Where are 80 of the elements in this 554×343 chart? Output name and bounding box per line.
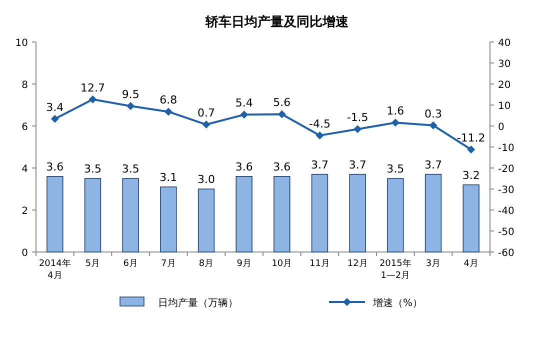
y2-tick-label: 20 [498, 80, 511, 91]
data-label: 0.3 [424, 107, 442, 120]
data-label: 3.7 [311, 158, 328, 172]
x-tick-label: 7月 [161, 259, 176, 269]
y2-tick-label: -30 [498, 185, 514, 196]
data-label: 9.5 [122, 88, 140, 102]
legend-label: 日均产量（万辆） [158, 297, 238, 309]
bar [274, 176, 290, 252]
point [278, 110, 286, 118]
y2-tick-label: 0 [498, 122, 504, 133]
y-tick-label: 2 [22, 206, 28, 217]
data-label: -4.5 [309, 117, 330, 130]
data-label: 0.7 [198, 106, 215, 120]
point [316, 131, 324, 140]
y2-tick-label: -10 [498, 143, 514, 154]
x-tick-label: 4月 [464, 259, 478, 269]
bar [122, 178, 139, 252]
x-tick-label: 2014年 4月 [38, 258, 71, 281]
point [202, 120, 210, 129]
data-label: 6.8 [160, 94, 178, 107]
data-label: -11.2 [456, 132, 486, 145]
bar [160, 186, 177, 252]
x-tick-label: 6月 [123, 259, 138, 269]
bar [84, 178, 102, 252]
data-label: 3.6 [273, 160, 291, 174]
x-tick-label: 9月 [236, 259, 252, 269]
data-label: 3.5 [386, 162, 404, 176]
point [429, 121, 438, 130]
data-label: 3.5 [122, 162, 140, 176]
x-tick-label: 10月 [272, 259, 292, 269]
point [126, 102, 135, 110]
x-tick-label: 5月 [85, 259, 100, 269]
data-label: 3.6 [46, 160, 64, 174]
point [88, 95, 97, 104]
data-label: 3.5 [84, 162, 102, 176]
data-label: 3.4 [46, 100, 64, 114]
legend-label: 增速（%） [372, 297, 423, 309]
data-label: 3.6 [235, 160, 253, 174]
point [467, 146, 476, 154]
data-label: 3.7 [424, 158, 442, 172]
chart-title: 轿车日均产量及同比增速 [204, 14, 350, 30]
x-tick-label: 2015年 1—2月 [379, 258, 412, 281]
y-tick-label: 4 [22, 164, 28, 175]
point [164, 108, 172, 116]
data-label: 3.2 [462, 168, 480, 182]
y-tick-label: 8 [22, 80, 28, 91]
bar [198, 188, 215, 252]
data-label: 3.1 [160, 170, 178, 184]
y2-tick-label: 30 [498, 59, 511, 70]
point [50, 114, 59, 123]
data-label: -1.5 [346, 111, 368, 124]
y2-tick-label: -60 [498, 248, 514, 259]
bar [311, 174, 328, 252]
bar [424, 174, 442, 252]
y2-tick-label: 10 [498, 101, 511, 112]
data-label: 3.7 [348, 158, 366, 172]
x-tick-label: 3月 [426, 259, 441, 269]
x-tick-label: 12月 [347, 259, 368, 269]
bar [349, 174, 366, 252]
bar [46, 176, 64, 252]
data-label: 5.4 [235, 96, 253, 110]
y2-tick-label: -50 [498, 227, 514, 238]
y2-tick-label: -20 [498, 164, 514, 175]
bar [462, 184, 480, 252]
y-tick-label: 0 [22, 248, 28, 259]
bar [387, 178, 404, 252]
point [240, 110, 248, 119]
y2-tick-label: -40 [498, 206, 514, 217]
bar [236, 176, 252, 252]
data-label: 3.0 [198, 173, 215, 186]
point [354, 125, 362, 134]
x-tick-label: 11月 [310, 259, 330, 269]
data-label: 12.7 [80, 81, 105, 94]
point [391, 118, 400, 127]
x-tick-label: 8月 [198, 259, 214, 269]
y-tick-label: 10 [15, 38, 28, 49]
data-label: 5.6 [273, 96, 291, 110]
data-label: 1.6 [386, 104, 404, 118]
y2-tick-label: 40 [498, 38, 511, 49]
y-tick-label: 6 [22, 122, 28, 133]
